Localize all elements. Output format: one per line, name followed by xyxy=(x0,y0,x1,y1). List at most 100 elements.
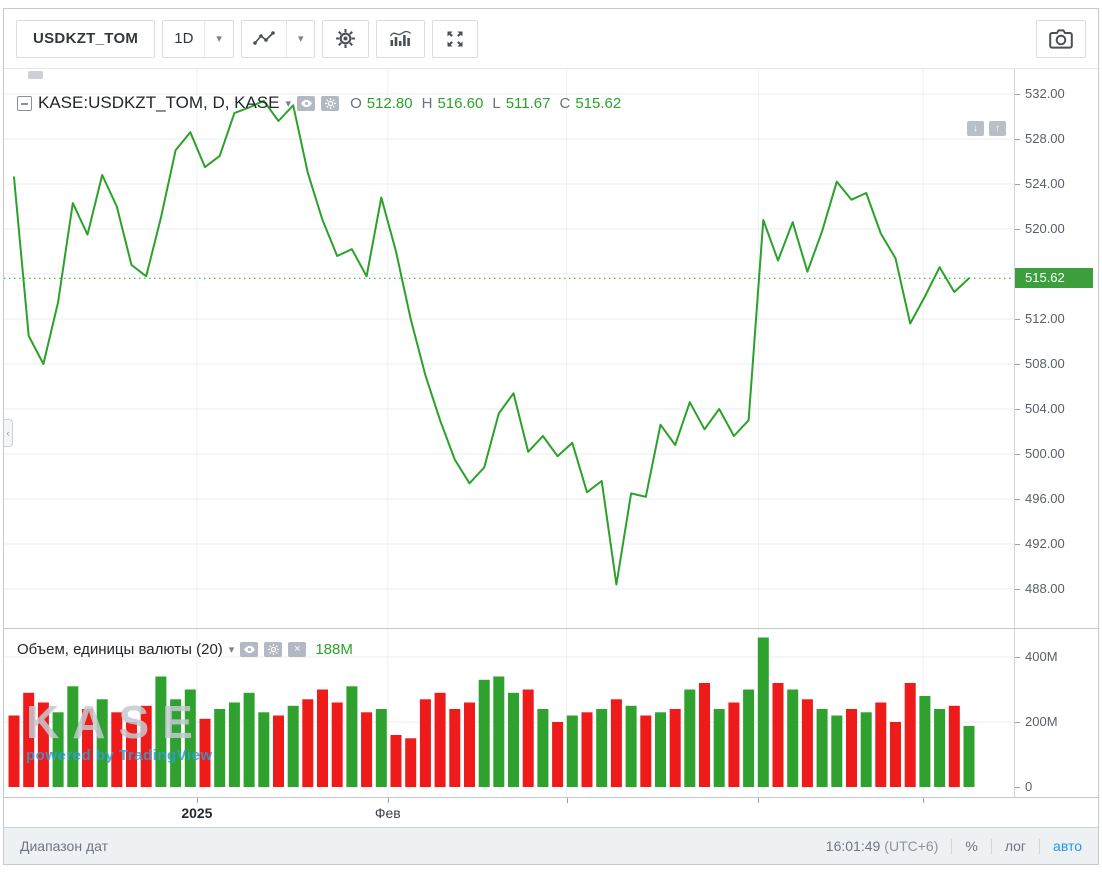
clock-timezone: (UTC+6) xyxy=(884,838,939,854)
line-chart-icon xyxy=(253,30,275,45)
volume-bar xyxy=(375,709,387,787)
chevron-down-icon[interactable]: ▾ xyxy=(285,97,292,110)
volume-bar xyxy=(581,712,593,788)
clock-time: 16:01:49 xyxy=(825,838,881,854)
volume-bar xyxy=(537,709,549,787)
volume-bar xyxy=(772,683,784,787)
volume-bar xyxy=(287,705,299,788)
pane-divider[interactable] xyxy=(4,628,1098,629)
volume-bar xyxy=(140,705,152,788)
volume-bar xyxy=(390,735,402,787)
legend-symbol-title[interactable]: KASE:USDKZT_TOM, D, KASE xyxy=(38,93,280,112)
time-tick xyxy=(758,798,760,803)
chart-type-button[interactable] xyxy=(242,21,286,57)
volume-bar xyxy=(728,702,740,787)
snapshot-button[interactable] xyxy=(1036,19,1086,58)
volume-bar xyxy=(23,692,35,788)
volume-bar xyxy=(684,689,696,787)
high-value: H 516.60 xyxy=(421,94,484,112)
volume-legend-title[interactable]: Объем, единицы валюты (20) xyxy=(17,641,223,658)
volume-bar xyxy=(111,712,123,788)
volume-bar xyxy=(228,702,240,787)
price-tick-label: 512.00 xyxy=(1015,311,1065,326)
volume-bar xyxy=(816,709,828,787)
volume-bar xyxy=(875,702,887,787)
log-scale-button[interactable]: лог xyxy=(1004,838,1027,854)
volume-bar xyxy=(787,689,799,787)
price-tick-label: 496.00 xyxy=(1015,491,1065,506)
chevron-down-icon[interactable]: ▾ xyxy=(228,644,235,656)
volume-bar xyxy=(317,689,328,787)
price-line-series xyxy=(13,99,970,586)
chevron-left-icon: ‹ xyxy=(6,428,10,438)
move-pane-down-icon[interactable]: ↓ xyxy=(967,121,984,136)
fullscreen-button[interactable] xyxy=(432,19,479,58)
price-scale[interactable]: 515.62 532.00 528.00 524.00 520.00 512.00 508… xyxy=(1014,69,1098,797)
volume-bar xyxy=(273,715,284,787)
chart-type-dropdown-button[interactable]: ▾ xyxy=(285,20,315,57)
ohlc-values: O 512.80 H 516.60 L 511.67 C 515.62 xyxy=(350,95,621,112)
price-tick-label: 532.00 xyxy=(1015,86,1065,101)
volume-bar xyxy=(52,712,64,788)
clock[interactable]: 16:01:49 (UTC+6) xyxy=(826,838,939,854)
close-icon[interactable]: × xyxy=(288,642,307,657)
volume-bar xyxy=(8,715,20,787)
volume-bar xyxy=(346,686,358,788)
eye-icon[interactable] xyxy=(297,95,316,111)
divider xyxy=(951,838,953,854)
percent-scale-button[interactable]: % xyxy=(965,838,978,854)
volume-bar xyxy=(258,712,270,788)
fullscreen-icon xyxy=(447,31,463,46)
volume-bar xyxy=(655,712,666,788)
volume-chart-canvas[interactable] xyxy=(4,629,1014,797)
low-value: L 511.67 xyxy=(492,94,551,112)
price-tick-label: 488.00 xyxy=(1015,581,1065,596)
gear-icon[interactable] xyxy=(264,642,283,657)
volume-bar xyxy=(757,637,769,787)
gear-icon[interactable] xyxy=(321,95,340,111)
date-range-button[interactable]: Диапазон дат xyxy=(20,838,109,854)
auto-scale-button[interactable]: авто xyxy=(1053,838,1082,854)
price-tick-label: 492.00 xyxy=(1015,536,1065,551)
volume-tick-label: 200M xyxy=(1015,714,1058,729)
symbol-button[interactable]: USDKZT_TOM xyxy=(16,19,156,58)
volume-bar xyxy=(596,709,608,787)
price-tick-label: 528.00 xyxy=(1015,131,1065,146)
chevron-down-icon: ▾ xyxy=(297,33,304,45)
volume-bar xyxy=(331,702,343,787)
settings-button[interactable] xyxy=(322,19,370,58)
volume-bar xyxy=(184,689,196,787)
toolbar: USDKZT_TOM 1D ▾ ▾ xyxy=(4,9,1098,69)
interval-button[interactable]: 1D xyxy=(174,30,194,47)
eye-icon[interactable] xyxy=(240,642,259,657)
status-bar: Диапазон дат 16:01:49 (UTC+6) % лог авто xyxy=(4,827,1098,864)
status-bar-right: 16:01:49 (UTC+6) % лог авто xyxy=(826,838,1082,854)
interval-dropdown-button[interactable]: ▾ xyxy=(204,20,233,57)
chart-type-control: ▾ xyxy=(240,19,316,58)
volume-bar xyxy=(478,679,490,788)
volume-bar xyxy=(713,709,725,787)
volume-bar xyxy=(214,709,226,787)
volume-bar xyxy=(493,676,505,787)
volume-bar xyxy=(449,709,461,787)
price-chart-canvas[interactable] xyxy=(4,69,1014,629)
volume-bar xyxy=(669,709,681,787)
chart-area: ‹ KASE:USDKZT_TOM, D, KASE ▾ O 512.80 H 51… xyxy=(4,69,1098,797)
camera-icon xyxy=(1049,28,1073,49)
sidebar-collapse-tab[interactable]: ‹ xyxy=(4,419,13,447)
time-scale[interactable]: 2025 Фев xyxy=(4,797,1098,827)
volume-bar xyxy=(522,689,534,787)
volume-bar xyxy=(948,705,960,788)
volume-bar xyxy=(37,702,49,787)
volume-bar xyxy=(243,692,255,788)
volume-bar xyxy=(155,676,167,787)
indicators-button[interactable] xyxy=(376,19,426,58)
scrollbar-thumb[interactable] xyxy=(28,71,43,79)
volume-bar xyxy=(846,709,857,787)
collapse-pane-icon[interactable] xyxy=(17,95,32,111)
move-pane-up-icon[interactable]: ↑ xyxy=(989,121,1006,136)
volume-bar xyxy=(963,725,975,787)
volume-bar xyxy=(640,715,652,787)
volume-tick-label: 400M xyxy=(1015,649,1058,664)
price-tick-label: 504.00 xyxy=(1015,401,1065,416)
